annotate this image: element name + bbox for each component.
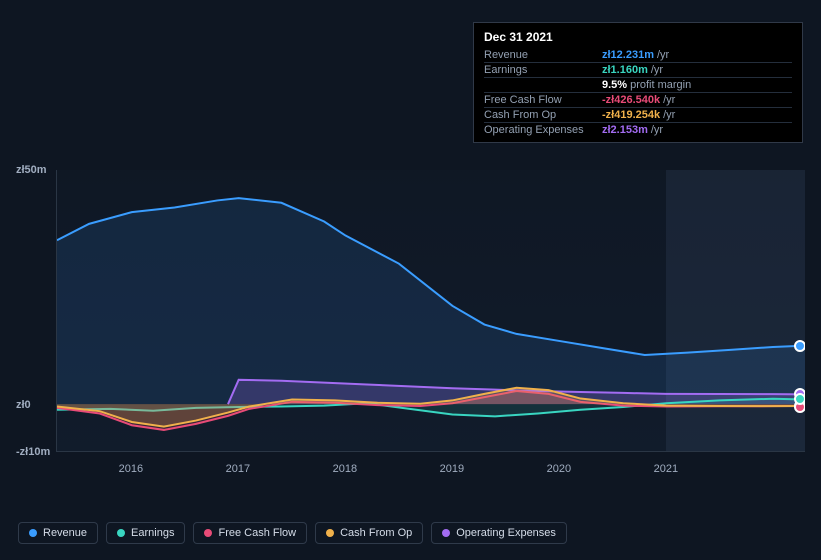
- tooltip-row: Revenuezł12.231m/yr: [484, 48, 792, 62]
- x-axis-label: 2016: [119, 463, 143, 475]
- x-axis-label: 2019: [440, 463, 464, 475]
- tooltip-row: Operating Expenseszł2.153m/yr: [484, 122, 792, 137]
- plot-area[interactable]: [56, 170, 805, 452]
- legend-label: Cash From Op: [340, 527, 412, 539]
- tooltip-unit: /yr: [657, 49, 669, 61]
- tooltip-value: zł12.231m: [602, 49, 654, 61]
- tooltip-label: Revenue: [484, 49, 602, 61]
- tooltip-row: Cash From Op-zł419.254k/yr: [484, 107, 792, 122]
- chart-svg: [57, 170, 805, 451]
- legend-item[interactable]: Cash From Op: [315, 522, 423, 544]
- tooltip-value: -zł426.540k: [602, 94, 660, 106]
- tooltip-unit: /yr: [663, 109, 675, 121]
- x-axis-label: 2017: [226, 463, 250, 475]
- legend-dot: [117, 529, 125, 537]
- legend-item[interactable]: Free Cash Flow: [193, 522, 307, 544]
- tooltip-value: -zł419.254k: [602, 109, 660, 121]
- legend-item[interactable]: Revenue: [18, 522, 98, 544]
- y-axis-label: zł50m: [16, 164, 47, 176]
- x-axis-label: 2021: [654, 463, 678, 475]
- tooltip-label: Earnings: [484, 64, 602, 76]
- legend-dot: [204, 529, 212, 537]
- legend-label: Revenue: [43, 527, 87, 539]
- tooltip-date: Dec 31 2021: [484, 28, 792, 48]
- legend-dot: [326, 529, 334, 537]
- tooltip-unit: /yr: [663, 94, 675, 106]
- chart: zł50mzł0-zł10m 201620172018201920202021: [16, 170, 805, 470]
- tooltip: Dec 31 2021 Revenuezł12.231m/yrEarningsz…: [473, 22, 803, 143]
- legend-item[interactable]: Earnings: [106, 522, 185, 544]
- legend: Revenue Earnings Free Cash Flow Cash From O…: [18, 522, 567, 544]
- tooltip-row: 9.5%profit margin: [484, 77, 792, 92]
- legend-label: Free Cash Flow: [218, 527, 296, 539]
- x-axis-label: 2020: [547, 463, 571, 475]
- tooltip-value: zł2.153m: [602, 124, 648, 136]
- y-axis-label: -zł10m: [16, 446, 50, 458]
- x-axis-label: 2018: [333, 463, 357, 475]
- series-endpoint: [794, 340, 805, 352]
- tooltip-unit: profit margin: [630, 79, 691, 91]
- tooltip-row: Free Cash Flow-zł426.540k/yr: [484, 92, 792, 107]
- legend-item[interactable]: Operating Expenses: [431, 522, 567, 544]
- legend-label: Operating Expenses: [456, 527, 556, 539]
- tooltip-value: 9.5%: [602, 79, 627, 91]
- tooltip-label: Free Cash Flow: [484, 94, 602, 106]
- legend-dot: [442, 529, 450, 537]
- legend-label: Earnings: [131, 527, 174, 539]
- legend-dot: [29, 529, 37, 537]
- tooltip-label: Cash From Op: [484, 109, 602, 121]
- tooltip-unit: /yr: [651, 64, 663, 76]
- tooltip-label: Operating Expenses: [484, 124, 602, 136]
- series-endpoint: [794, 393, 805, 405]
- tooltip-unit: /yr: [651, 124, 663, 136]
- tooltip-row: Earningszł1.160m/yr: [484, 62, 792, 77]
- y-axis-label: zł0: [16, 399, 31, 411]
- tooltip-value: zł1.160m: [602, 64, 648, 76]
